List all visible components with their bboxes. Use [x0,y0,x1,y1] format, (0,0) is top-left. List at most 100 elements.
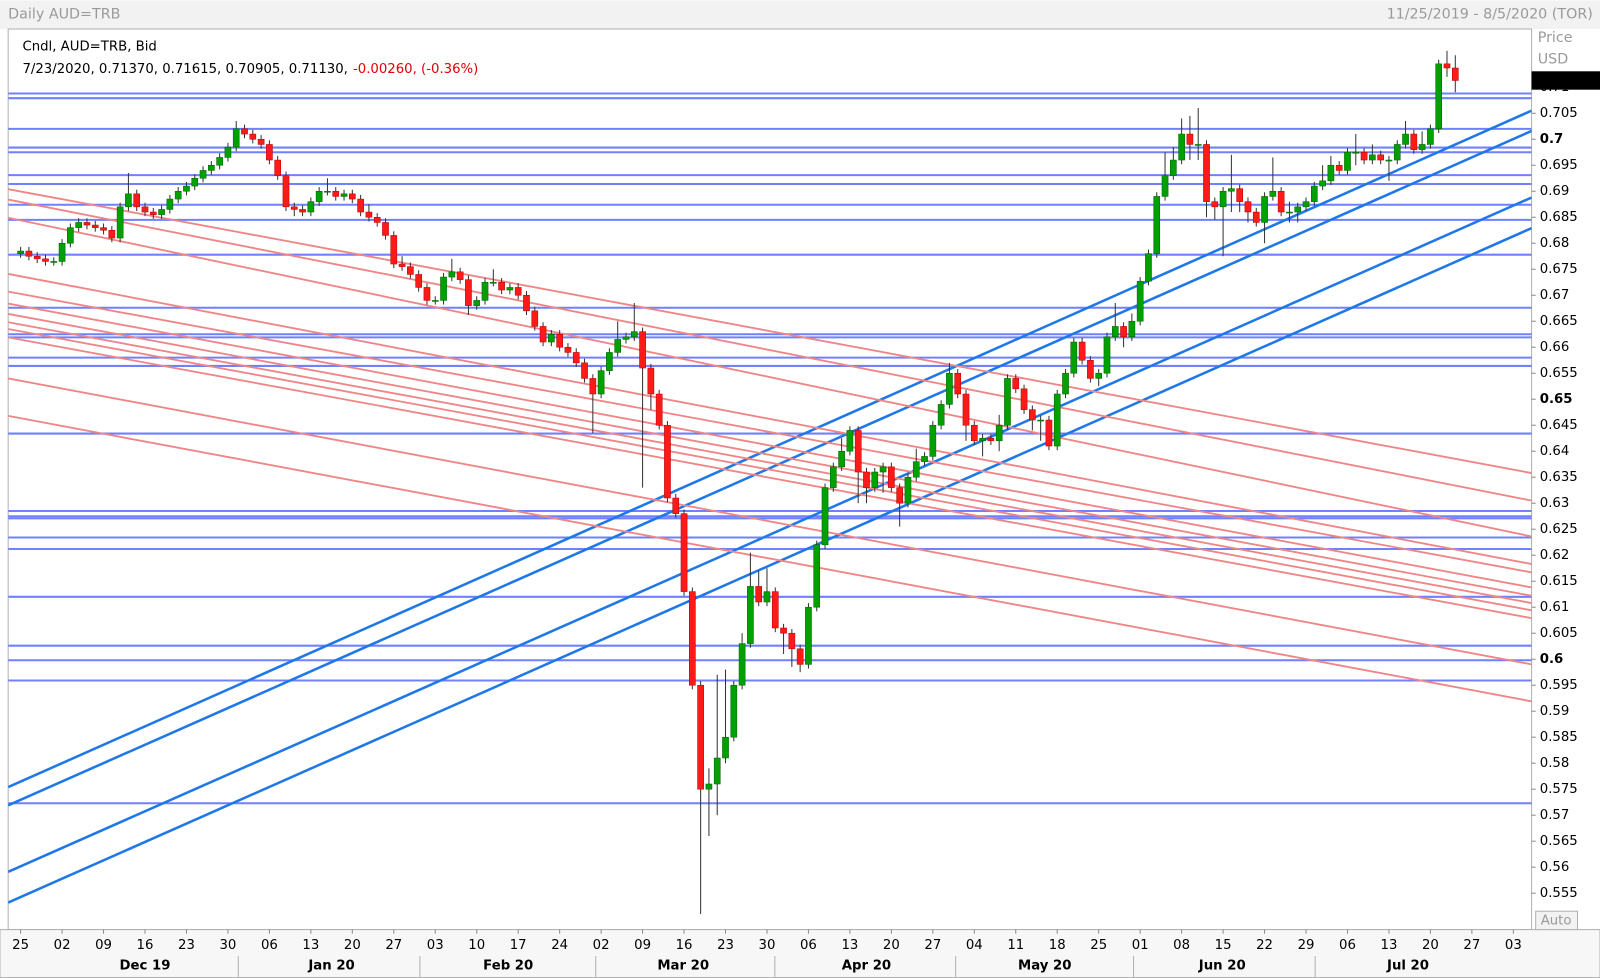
candle-body [506,287,514,291]
candle-body [655,393,663,426]
x-tick-label: 25 [12,938,29,953]
candle-body [423,287,431,301]
month-label: Jun 20 [1198,958,1246,973]
trend-line [8,313,1532,597]
candle-body [1327,164,1335,182]
trend-line [8,109,1532,789]
candle-body [863,471,870,488]
candle-body [722,736,729,759]
candle-body [1211,201,1219,208]
y-tick-label: 0.67 [1540,288,1570,303]
x-tick-label: 22 [1256,938,1273,953]
y-axis-unit: USD [1538,52,1569,68]
candle-body [1120,326,1127,338]
candle-body [1145,253,1152,282]
candle-body [191,177,199,187]
candle-body [431,300,439,302]
x-tick-label: 27 [1463,938,1480,953]
candle-body [1128,320,1136,338]
candle-body [1443,63,1451,69]
last-price-label: 0.71130 [1536,72,1600,88]
trend-line [8,377,1532,666]
candle-body [946,372,953,405]
trend-line [8,321,1532,604]
candle-body [1377,154,1384,161]
y-tick-label: 0.63 [1540,496,1570,511]
candle-body [25,250,33,257]
candle-body [1244,201,1252,213]
candle-body [622,336,630,340]
candle-body [581,362,588,379]
auto-label[interactable]: Auto [1541,913,1572,928]
month-label: Mar 20 [657,958,709,973]
candle-body [1427,128,1434,145]
candle-body [58,242,66,262]
candle-body [1111,326,1119,338]
candle-body [158,209,165,215]
candle-body [340,193,348,197]
candle-body [1045,419,1053,447]
candle-body [796,648,804,665]
candle-body [1186,133,1194,145]
candle-body [125,193,132,208]
candle-body [1078,341,1086,361]
candle-body [912,461,920,478]
x-tick-label: 13 [841,938,858,953]
candle-body [83,222,91,226]
x-tick-label: 16 [137,938,154,953]
trend-line [8,226,1532,904]
auto-button[interactable] [1535,910,1579,931]
y-tick-label: 0.595 [1540,678,1578,693]
candle-body [174,190,182,200]
candle-body [987,437,995,442]
candle-body [854,430,862,473]
y-tick-label: 0.665 [1540,314,1578,329]
candle-body [456,271,464,280]
x-tick-label: 29 [1298,938,1315,953]
x-tick-label: 03 [427,938,444,953]
x-tick-label: 10 [468,938,485,953]
candle-body [564,346,572,353]
candle-body [680,513,688,592]
y-tick-label: 0.655 [1540,366,1578,381]
trend-line [8,328,1532,612]
candle-body [539,326,547,343]
trend-line [8,129,1532,807]
window-title: Daily AUD=TRB [8,7,120,23]
candle-body [630,331,638,338]
candle-body [1070,341,1078,374]
candle-body [357,198,364,213]
candle-body [349,193,356,200]
x-axis-band [0,929,1600,978]
x-tick-label: 06 [1339,938,1356,953]
candle-body [166,198,174,210]
y-tick-label: 0.565 [1540,834,1578,849]
candle-body [1236,188,1243,202]
x-tick-label: 04 [966,938,983,953]
candle-body [689,591,696,686]
candle-body [821,487,829,546]
candle-body [805,606,812,665]
candle-body [407,266,414,275]
candle-body [1004,378,1011,426]
candle-body [1194,144,1202,146]
candle-body [954,372,962,395]
candle-body [572,352,580,364]
trend-line [8,290,1532,574]
y-tick-label: 0.685 [1540,210,1578,225]
candle-body [606,352,613,371]
candle-body [216,157,223,166]
y-tick-label: 0.7 [1540,132,1564,147]
y-tick-label: 0.575 [1540,782,1578,797]
candle-body [1385,159,1393,162]
candle-body [1360,151,1368,161]
trend-line [8,302,1532,589]
candle-body [91,224,99,228]
y-tick-label: 0.645 [1540,418,1578,433]
x-tick-label: 23 [178,938,195,953]
candle-body [904,476,912,504]
candle-body [838,450,845,468]
candle-body [382,222,389,236]
x-tick-label: 30 [219,938,236,953]
